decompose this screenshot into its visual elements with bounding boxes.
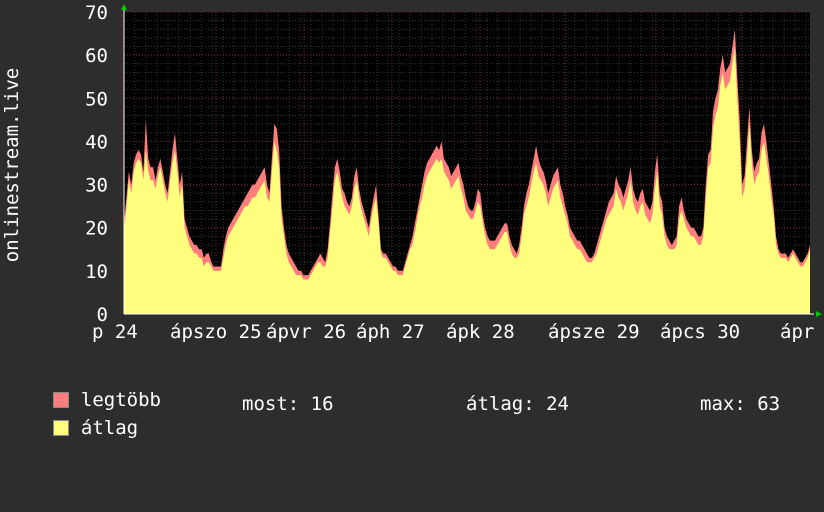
y-tick-label: 0 bbox=[97, 304, 108, 326]
chart: 0 10 20 30 40 50 60 70 p 24 ápszo 25 ápvr 26 áph 2… bbox=[1, 2, 822, 343]
x-tick-label: ápr bbox=[780, 321, 814, 343]
x-tick-label: ápsze 29 bbox=[548, 321, 640, 343]
stat-max: max: 63 bbox=[700, 392, 780, 416]
axes bbox=[121, 4, 822, 317]
legend-label-max: legtöbb bbox=[80, 389, 161, 411]
x-tick-label: ápcs 30 bbox=[660, 321, 740, 343]
stat-avg: átlag: 24 bbox=[466, 392, 569, 416]
x-tick-labels: p 24 ápszo 25 ápvr 26 áph 27 ápk 28 ápsze 29 á… bbox=[92, 321, 814, 343]
y-tick-label: 60 bbox=[85, 45, 108, 67]
y-tick-label: 40 bbox=[85, 131, 108, 153]
y-tick-labels: 0 10 20 30 40 50 60 70 bbox=[85, 2, 108, 326]
stat-now-label: most: bbox=[242, 393, 300, 415]
x-tick-label: ápvr 26 bbox=[266, 321, 346, 343]
y-axis-arrow bbox=[121, 4, 127, 10]
stat-avg-label: átlag: bbox=[466, 393, 535, 415]
legend-row-max: legtöbb bbox=[30, 364, 161, 412]
x-tick-label: áph 27 bbox=[356, 321, 425, 343]
x-tick-label: ápk 28 bbox=[446, 321, 515, 343]
stat-max-value: 63 bbox=[757, 393, 781, 415]
y-tick-label: 50 bbox=[85, 88, 108, 110]
stat-now: most: 16 bbox=[242, 392, 334, 416]
stat-now-value: 16 bbox=[310, 393, 334, 415]
legend-row-avg: átlag most: 16 átlag: 24 max: 63 bbox=[30, 392, 810, 512]
x-axis-arrow bbox=[816, 311, 822, 317]
legend-swatch-avg bbox=[52, 420, 69, 436]
legend-swatch-max bbox=[52, 392, 69, 408]
y-tick-label: 30 bbox=[85, 175, 108, 197]
x-tick-label: ápszo 25 bbox=[170, 321, 262, 343]
y-tick-label: 20 bbox=[85, 218, 108, 240]
legend-label-avg: átlag bbox=[80, 417, 139, 439]
x-tick-label: p 24 bbox=[92, 321, 138, 343]
y-tick-label: 70 bbox=[85, 2, 108, 24]
y-axis-label: onlinestream.live bbox=[1, 68, 23, 262]
y-tick-label: 10 bbox=[85, 261, 108, 283]
series-areas bbox=[124, 29, 810, 314]
stat-avg-value: 24 bbox=[546, 393, 569, 415]
series-area-avg bbox=[124, 46, 810, 314]
stat-max-label: max: bbox=[700, 393, 746, 415]
